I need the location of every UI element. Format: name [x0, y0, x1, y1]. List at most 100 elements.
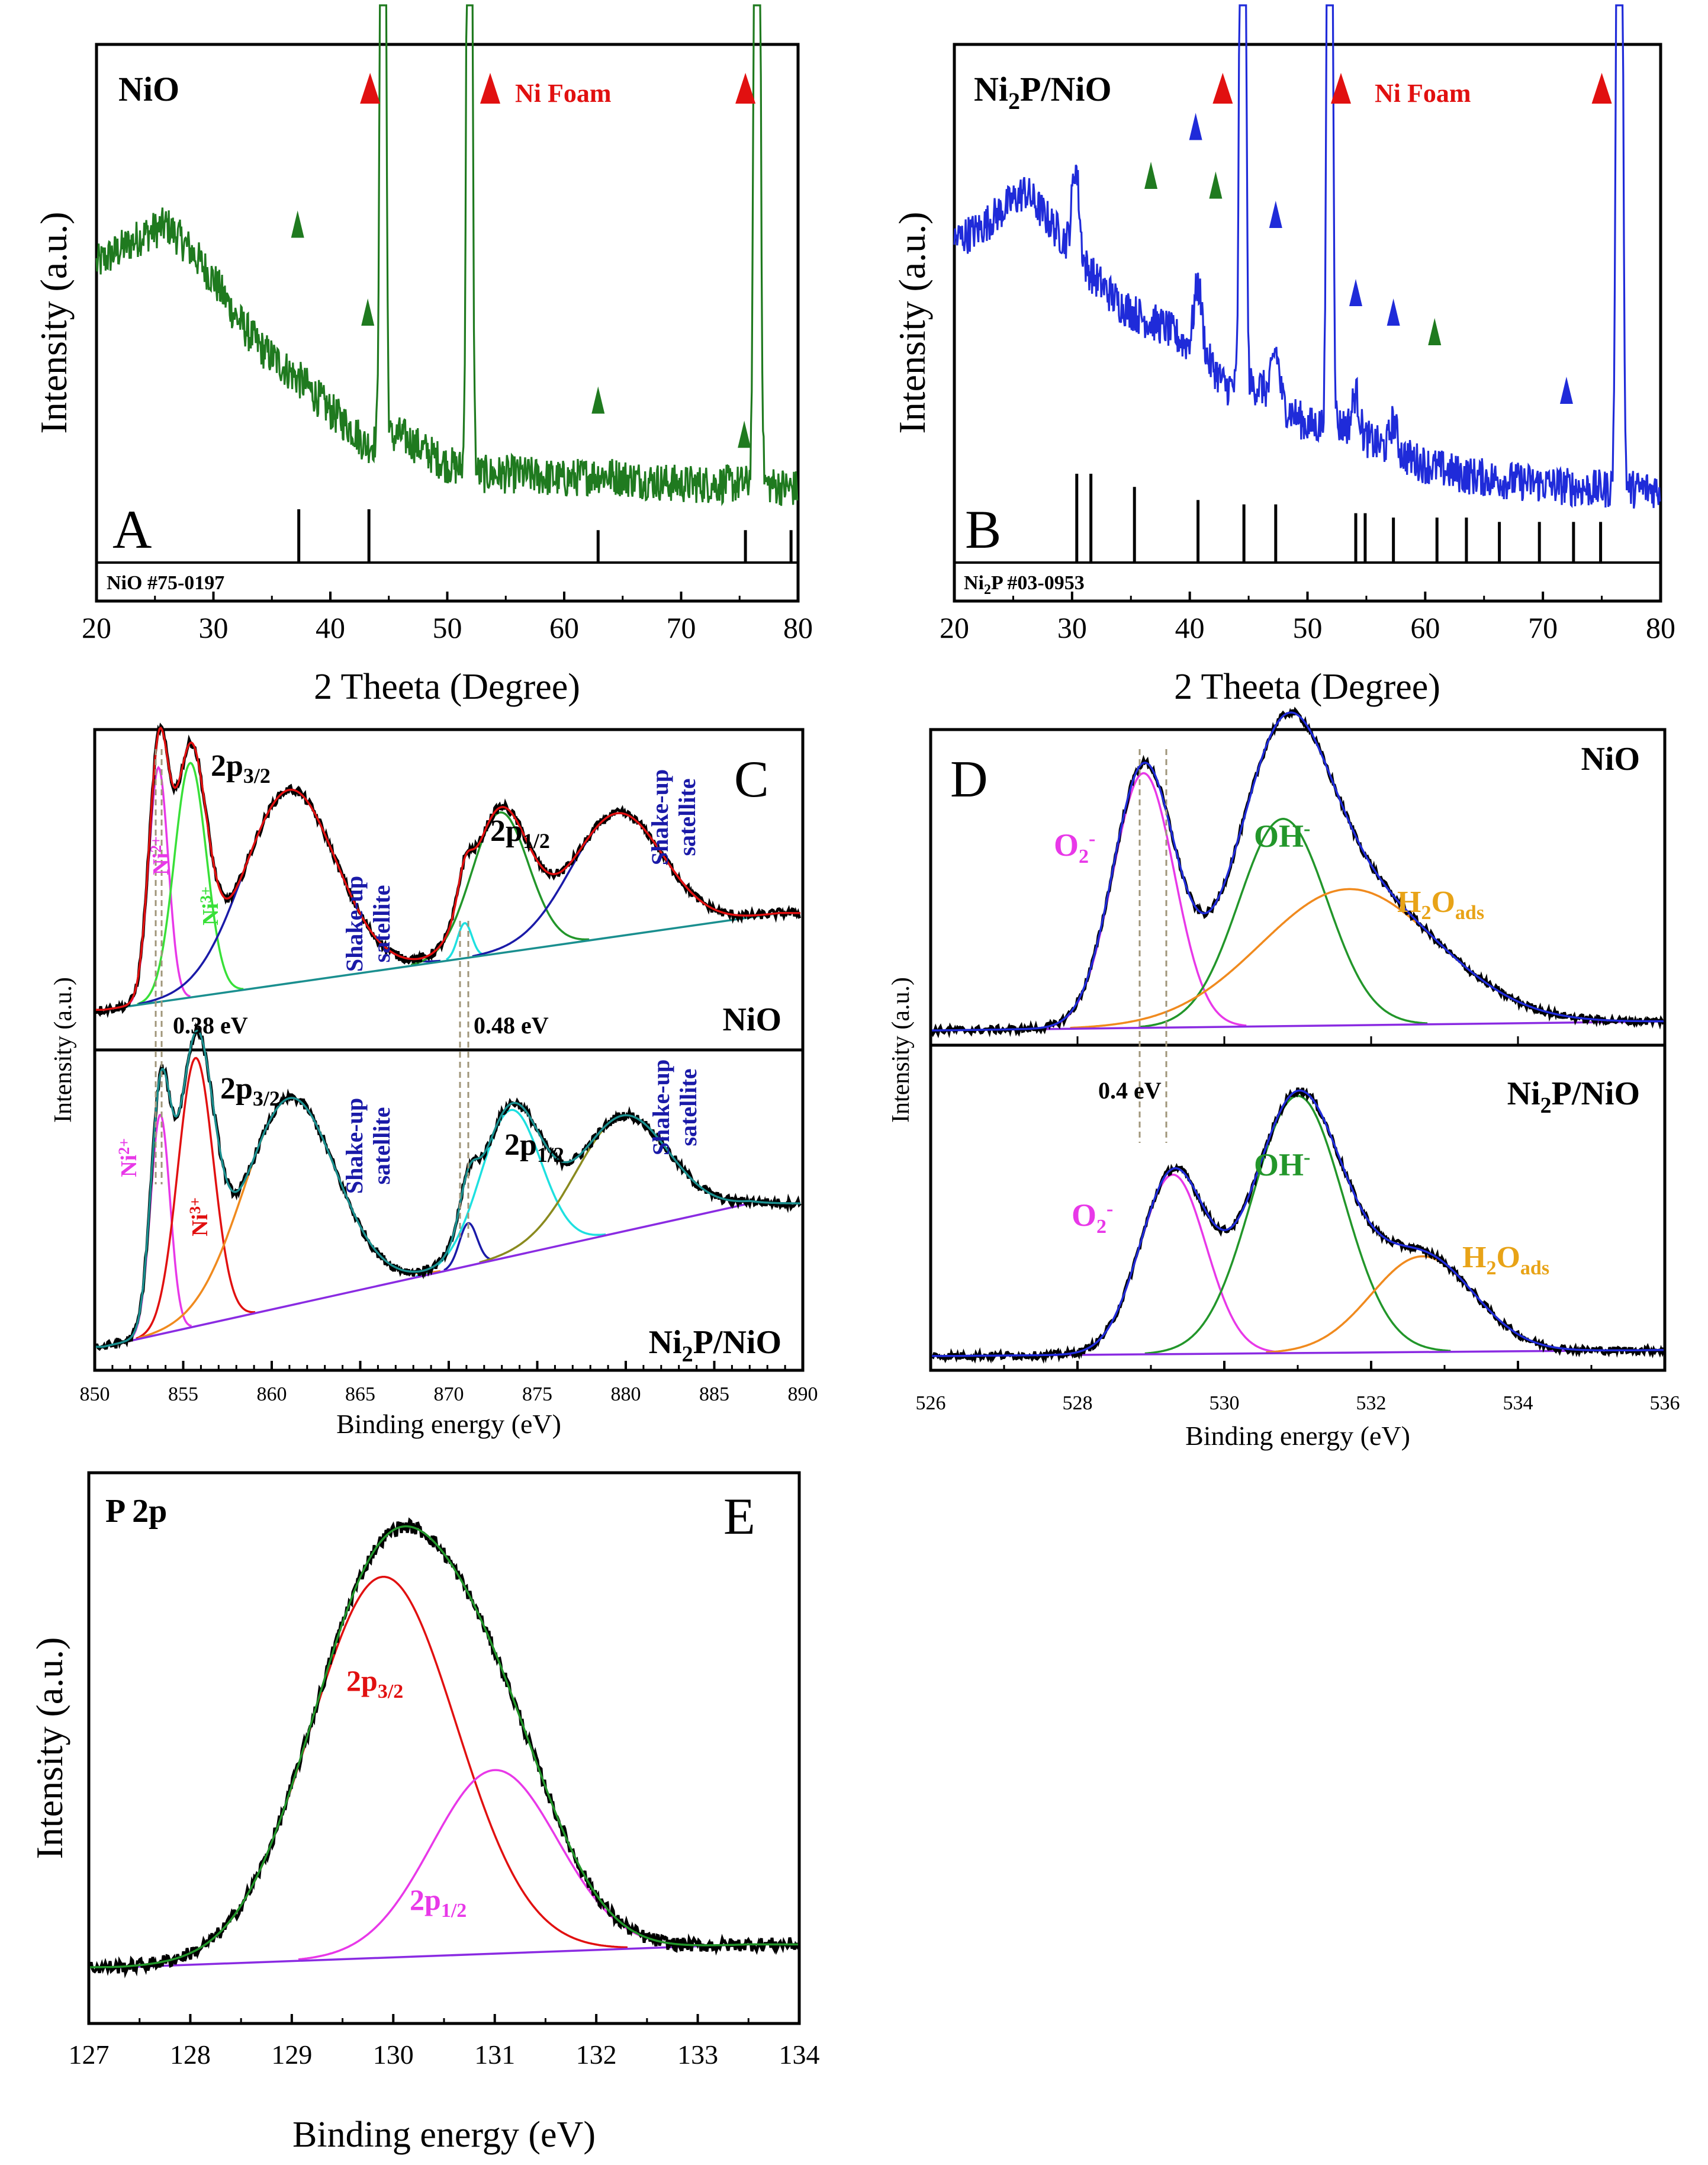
panel-a-ticks: 20 30 40 50 60 70 80 — [82, 592, 813, 644]
panel-b-title: Ni2P/NiO — [974, 70, 1112, 114]
x-tick-label: 875 — [522, 1383, 552, 1405]
panel-c-top-2p32-label: 2p3/2 — [211, 749, 271, 788]
panel-c-bottom-sat1: Shake-upsatellite — [341, 1098, 395, 1194]
panel-b-letter: B — [965, 499, 1001, 560]
x-tick-label: 40 — [316, 611, 345, 644]
panel-b-xlabel: 2 Theeta (Degree) — [1174, 667, 1440, 707]
panel-d-ylabel: Intensity (a.u.) — [887, 977, 915, 1123]
phase-marker — [1349, 279, 1363, 306]
x-tick-label: 50 — [1293, 611, 1323, 644]
panel-a-title: NiO — [118, 70, 179, 108]
x-tick-label: 60 — [1410, 611, 1440, 644]
ni-foam-marker — [360, 73, 381, 104]
x-tick-label: 60 — [549, 611, 579, 644]
panel-c-top-sat2: Shake-upsatellite — [646, 769, 700, 865]
x-tick-label: 133 — [677, 2039, 718, 2070]
panel-d-xlabel: Binding energy (eV) — [1185, 1421, 1410, 1451]
panel-c-top-ni3-label: Ni3+ — [197, 886, 223, 926]
fit-envelope-line — [96, 726, 800, 1011]
panel-e-letter: E — [723, 1488, 755, 1546]
panel-e-2p32-label: 2p3/2 — [346, 1664, 403, 1703]
panel-d-top-sample: NiO — [1581, 741, 1640, 778]
panel-c-bottom-sat2: Shake-upsatellite — [648, 1059, 702, 1155]
panel-a: 20 30 40 50 60 70 80 NiO Ni Foam A NiO #75-019… — [33, 4, 813, 707]
panel-a-letter: A — [112, 499, 152, 560]
x-tick-label: 30 — [1057, 611, 1087, 644]
x-tick-label: 536 — [1650, 1392, 1680, 1414]
x-tick-label: 20 — [940, 611, 969, 644]
panel-d-top-h2o-label: H2Oads — [1397, 885, 1484, 924]
x-tick-label: 850 — [80, 1383, 110, 1405]
x-tick-label: 860 — [257, 1383, 287, 1405]
phase-marker — [591, 386, 605, 414]
x-tick-label: 127 — [69, 2039, 110, 2070]
component-peak — [136, 1056, 256, 1340]
panel-c-shift2: 0.48 eV — [474, 1012, 549, 1039]
ni-foam-legend-marker — [480, 73, 500, 104]
panel-e-ticks: 127 128 129 130 131 132 133 134 — [69, 2014, 820, 2070]
phase-marker — [1559, 377, 1573, 404]
panel-c-bottom-2p12-label: 2p1/2 — [504, 1128, 564, 1167]
panel-e-title: P 2p — [105, 1493, 167, 1530]
x-tick-label: 70 — [1528, 611, 1558, 644]
panel-b-ylabel: Intensity (a.u.) — [891, 212, 933, 434]
phase-marker — [1269, 201, 1282, 228]
panel-d-shift-label: 0.4 eV — [1098, 1077, 1162, 1104]
phase-marker — [291, 210, 304, 238]
x-tick-label: 131 — [474, 2039, 515, 2070]
background-line — [119, 1943, 749, 1968]
panel-b-ticks: 20 30 40 50 60 70 80 — [940, 592, 1675, 644]
panel-b-frame — [953, 43, 1662, 603]
panel-c-top-2p12-label: 2p1/2 — [490, 814, 550, 853]
raw-data-line — [931, 1087, 1665, 1364]
panel-b: 20 30 40 50 60 70 80 Ni2P/NiO Ni Foam B Ni2P #… — [891, 4, 1675, 707]
component-peak — [298, 1769, 692, 1961]
panel-d-bottom-oh-label: OH- — [1254, 1146, 1310, 1183]
panel-c-bottom-ni3-label: Ni3+ — [186, 1197, 213, 1236]
panel-a-xlabel: 2 Theeta (Degree) — [314, 667, 580, 707]
x-tick-label: 129 — [271, 2039, 312, 2070]
panel-e-ylabel: Intensity (a.u.) — [28, 1637, 70, 1859]
component-peak — [128, 1113, 192, 1341]
panel-b-plot — [953, 4, 1661, 561]
x-tick-label: 80 — [783, 611, 813, 644]
x-tick-label: 40 — [1175, 611, 1205, 644]
x-tick-label: 134 — [779, 2039, 820, 2070]
x-tick-label: 526 — [916, 1392, 946, 1414]
x-tick-label: 132 — [576, 2039, 617, 2070]
x-tick-label: 30 — [199, 611, 229, 644]
panel-c-letter: C — [734, 751, 769, 808]
panel-c-bottom-ni2-label: Ni2+ — [115, 1138, 141, 1177]
panel-d-bottom-sample: Ni2P/NiO — [1507, 1075, 1640, 1118]
x-tick-label: 70 — [667, 611, 696, 644]
background-line — [103, 912, 780, 1011]
component-peak — [445, 921, 484, 961]
x-tick-label: 128 — [170, 2039, 211, 2070]
panel-d-ticks: 526 528 530 532 534 536 — [916, 1036, 1680, 1414]
panel-b-ref-label: Ni2P #03-0953 — [964, 572, 1085, 598]
phase-marker — [1428, 318, 1442, 345]
panel-a-ref-label: NiO #75-0197 — [107, 572, 224, 594]
phase-marker — [1144, 162, 1158, 189]
phase-marker — [361, 298, 375, 326]
panel-d-letter: D — [950, 751, 988, 808]
xrd-series-line — [953, 4, 1661, 509]
ni-foam-marker — [1212, 73, 1233, 104]
x-tick-label: 880 — [611, 1383, 641, 1405]
component-peak — [1138, 818, 1428, 1028]
x-tick-label: 532 — [1356, 1392, 1387, 1414]
panel-a-legend-label: Ni Foam — [515, 79, 612, 108]
panel-b-legend-label: Ni Foam — [1375, 79, 1471, 108]
x-tick-label: 870 — [434, 1383, 464, 1405]
raw-data-line — [930, 706, 1665, 1039]
phase-marker — [738, 420, 751, 448]
x-tick-label: 80 — [1646, 611, 1675, 644]
panel-e-xlabel: Binding energy (eV) — [292, 2115, 596, 2155]
x-tick-label: 865 — [345, 1383, 375, 1405]
fit-envelope-line — [932, 711, 1664, 1032]
panel-d-top-oh-label: OH- — [1254, 818, 1310, 854]
panel-d-bottom-h2o-label: H2Oads — [1462, 1241, 1549, 1279]
panel-e: 127 128 129 130 131 132 133 134 P 2p E 2p3/2 2p… — [28, 1471, 820, 2155]
x-tick-label: 50 — [433, 611, 462, 644]
